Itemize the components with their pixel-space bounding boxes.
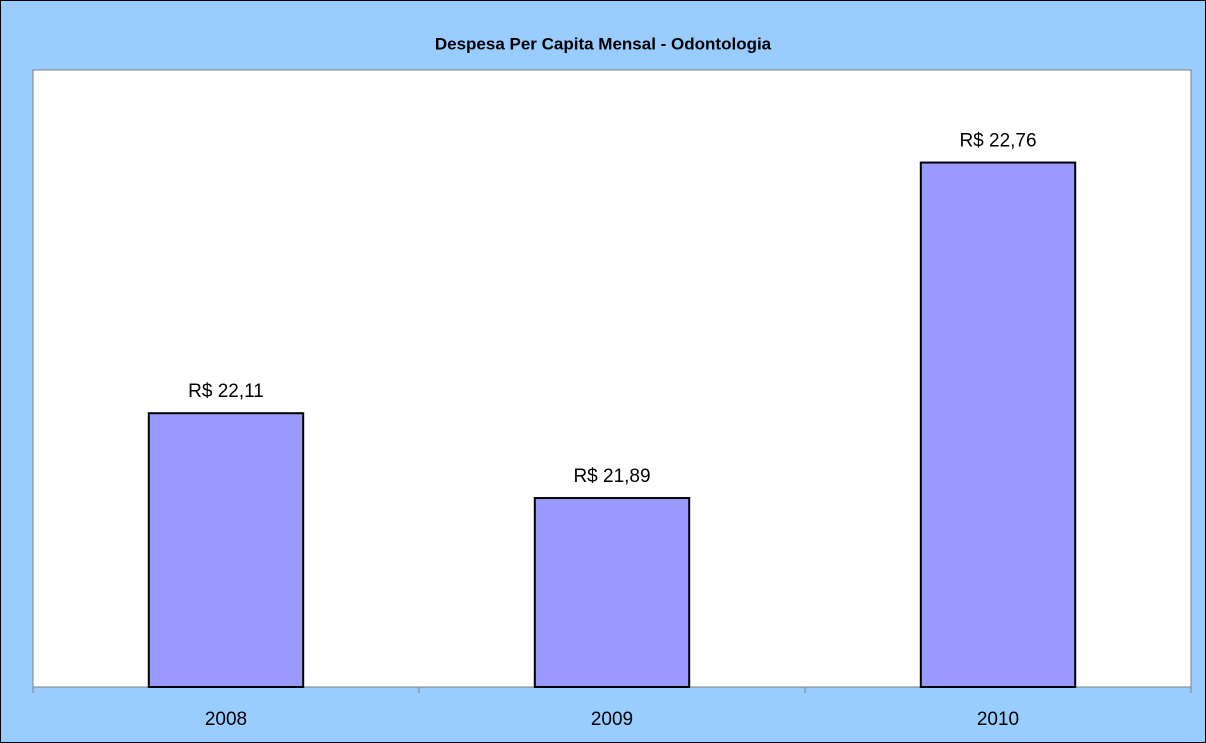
value-label: R$ 22,76 [959, 131, 1036, 152]
value-label: R$ 22,11 [188, 381, 264, 402]
x-tick-label: 2008 [205, 709, 247, 730]
value-label: R$ 21,89 [573, 466, 650, 487]
x-tick-label: 2010 [977, 709, 1019, 730]
x-tick-label: 2009 [591, 709, 633, 730]
bar [147, 412, 305, 688]
bar [533, 497, 691, 689]
chart-title: Despesa Per Capita Mensal - Odontologia [435, 34, 772, 53]
bar [919, 161, 1077, 689]
